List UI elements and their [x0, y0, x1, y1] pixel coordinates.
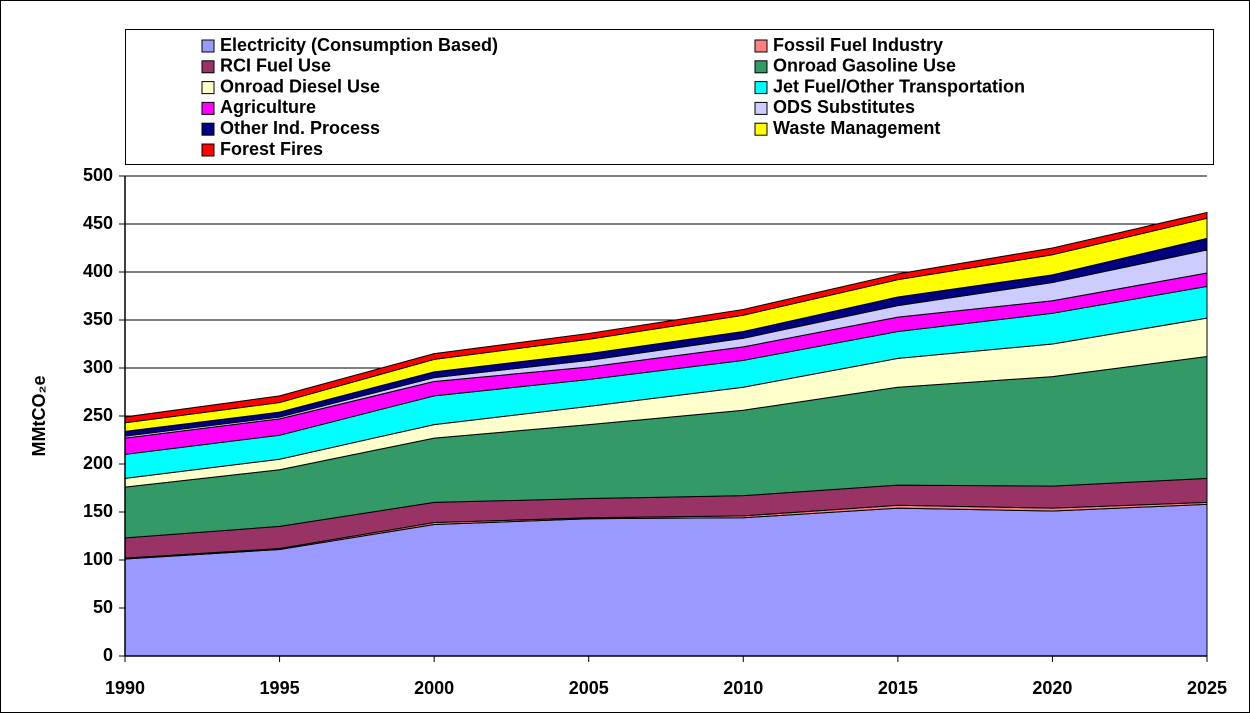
y-tick-label: 300 — [83, 357, 113, 377]
legend-swatch — [201, 101, 215, 115]
y-tick-label: 500 — [83, 165, 113, 185]
legend-swatch — [754, 81, 768, 95]
legend-swatch — [754, 60, 768, 74]
legend-swatch — [754, 101, 768, 115]
x-tick-label: 2015 — [878, 678, 918, 698]
x-tick-label: 1995 — [260, 678, 300, 698]
legend-swatch — [754, 39, 768, 53]
legend-label: Electricity (Consumption Based) — [220, 35, 498, 55]
legend-swatch — [201, 60, 215, 74]
legend-label: Onroad Diesel Use — [220, 76, 380, 96]
legend-label: Agriculture — [220, 97, 316, 117]
legend-swatch — [201, 39, 215, 53]
legend-label: Jet Fuel/Other Transportation — [773, 76, 1025, 96]
x-tick-label: 2020 — [1032, 678, 1072, 698]
legend-label: Fossil Fuel Industry — [773, 35, 943, 55]
legend-label: RCI Fuel Use — [220, 56, 331, 76]
legend-label: Onroad Gasoline Use — [773, 56, 956, 76]
legend-swatch — [754, 122, 768, 136]
legend-label: Waste Management — [773, 118, 940, 138]
legend-swatch — [201, 122, 215, 136]
y-axis-title: MMtCO₂e — [29, 376, 49, 457]
x-tick-label: 2005 — [569, 678, 609, 698]
y-tick-label: 0 — [103, 645, 113, 665]
y-tick-label: 350 — [83, 309, 113, 329]
x-tick-label: 2025 — [1187, 678, 1227, 698]
legend-swatch — [201, 81, 215, 95]
y-tick-label: 250 — [83, 405, 113, 425]
x-tick-label: 2000 — [414, 678, 454, 698]
y-tick-label: 150 — [83, 501, 113, 521]
legend-swatch — [201, 143, 215, 157]
x-tick-label: 1990 — [105, 678, 145, 698]
legend-label: Forest Fires — [220, 139, 323, 159]
x-tick-label: 2010 — [723, 678, 763, 698]
y-tick-label: 100 — [83, 549, 113, 569]
area — [124, 211, 1208, 424]
legend-label: ODS Substitutes — [773, 97, 915, 117]
y-tick-label: 50 — [93, 597, 113, 617]
legend-box — [125, 29, 1214, 165]
y-tick-label: 400 — [83, 261, 113, 281]
legend-label: Other Ind. Process — [220, 118, 380, 138]
y-tick-label: 450 — [83, 213, 113, 233]
y-tick-label: 200 — [83, 453, 113, 473]
